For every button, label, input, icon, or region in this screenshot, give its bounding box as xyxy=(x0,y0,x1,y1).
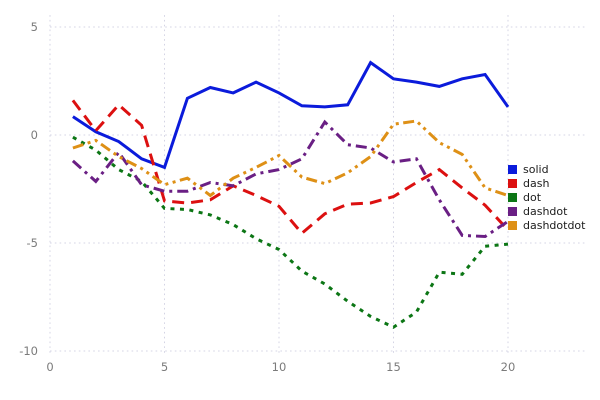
ytick-label--5: -5 xyxy=(26,236,38,250)
legend-label-dash: dash xyxy=(523,177,550,190)
ytick-label-5: 5 xyxy=(30,20,38,34)
legend-swatch-dashdotdot xyxy=(508,221,517,230)
legend-swatch-dashdot xyxy=(508,207,517,216)
legend-item-solid: solid xyxy=(508,164,585,175)
xtick-label-5: 5 xyxy=(160,360,169,374)
series-line-dot xyxy=(72,135,509,329)
legend-swatch-dot xyxy=(508,193,517,202)
xtick-label-10: 10 xyxy=(271,360,287,374)
legend-item-dot: dot xyxy=(508,192,585,203)
xtick-label-15: 15 xyxy=(386,360,401,374)
xtick-label-20: 20 xyxy=(500,360,516,374)
ytick-label-0: 0 xyxy=(30,128,38,142)
legend-label-dot: dot xyxy=(523,191,542,204)
ytick-label--10: -10 xyxy=(19,344,38,358)
series-lines xyxy=(71,60,510,329)
legend-item-dash: dash xyxy=(508,178,585,189)
gridlines xyxy=(49,15,586,356)
xtick-label-0: 0 xyxy=(46,360,54,374)
legend-item-dashdotdot: dashdotdot xyxy=(508,220,585,231)
legend-label-dashdotdot: dashdotdot xyxy=(523,219,586,232)
series-line-solid xyxy=(72,60,510,170)
legend-swatch-solid xyxy=(508,165,517,174)
legend-label-dashdot: dashdot xyxy=(523,205,568,218)
legend-swatch-dash xyxy=(508,179,517,188)
legend: solid dash dot dashdot dashdotdot xyxy=(508,164,585,231)
series-line-dash xyxy=(71,99,510,236)
series-line-dashdot xyxy=(71,119,509,239)
legend-item-dashdot: dashdot xyxy=(508,206,585,217)
series-line-dashdotdot xyxy=(72,119,509,198)
legend-label-solid: solid xyxy=(523,163,549,176)
